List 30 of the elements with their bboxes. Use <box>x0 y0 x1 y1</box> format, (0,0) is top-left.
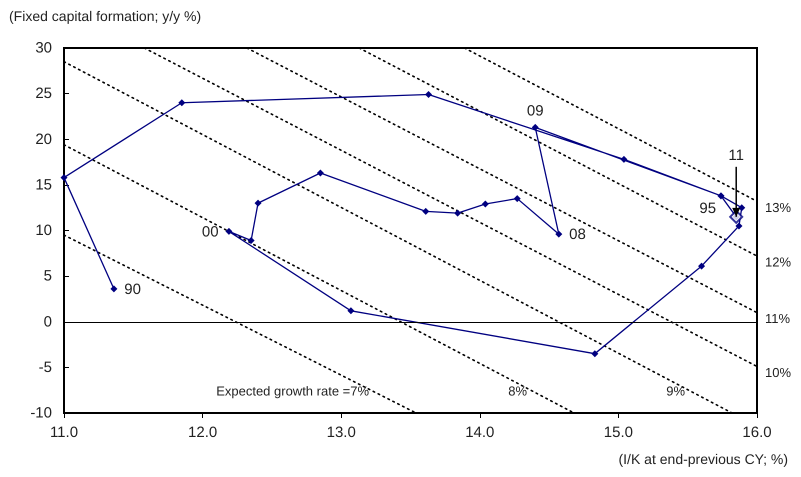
y-tick-label: 15 <box>35 176 52 194</box>
series-label: 12% <box>765 254 792 270</box>
x-tick-label: 15.0 <box>604 424 633 441</box>
series-label: Expected growth rate =7% <box>216 384 370 398</box>
annotation: 95 <box>699 200 716 217</box>
y-tick-label: 20 <box>35 130 52 148</box>
y-tick-label: 10 <box>35 222 52 239</box>
y-axis-title: (Fixed capital formation; y/y %) <box>9 8 202 24</box>
x-tick-label: 11.0 <box>50 424 78 441</box>
annotation: 00 <box>202 223 219 240</box>
annotation: 90 <box>124 280 141 298</box>
y-tick-label: 30 <box>35 40 52 56</box>
y-tick-label: 25 <box>35 85 52 102</box>
y-tick-label: -5 <box>38 358 52 376</box>
x-tick-label: 13.0 <box>326 424 356 441</box>
x-tick-label: 16.0 <box>742 424 772 441</box>
y-tick-label: 5 <box>44 268 52 285</box>
annotation: 11 <box>728 146 744 164</box>
x-tick-label: 14.0 <box>465 424 494 441</box>
annotation: 08 <box>569 226 586 244</box>
series-label: 8% <box>508 384 528 398</box>
y-tick-label: -10 <box>30 404 52 422</box>
annotation: 09 <box>526 102 544 120</box>
legend-label: 13% <box>765 200 792 215</box>
series-label: 11% <box>765 311 790 326</box>
x-axis-title: (I/K at end-previous CY; %) <box>618 451 788 467</box>
series-label: 9% <box>666 384 686 398</box>
y-tick-label: 0 <box>44 313 52 330</box>
series-label: 10% <box>765 364 792 380</box>
x-tick-label: 12.0 <box>188 424 218 441</box>
